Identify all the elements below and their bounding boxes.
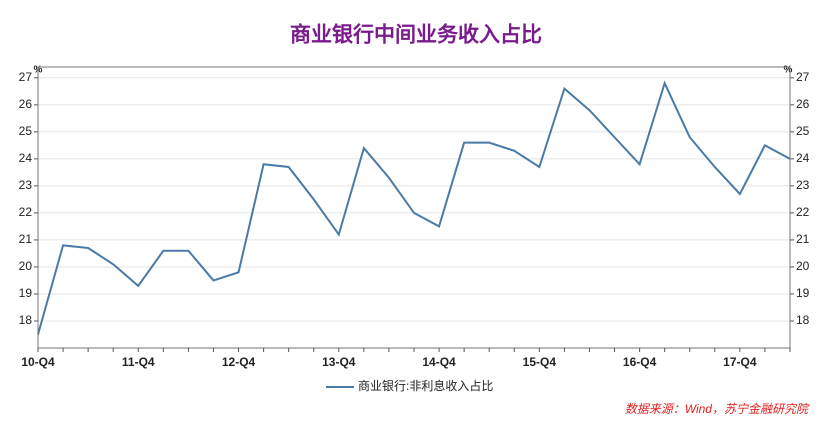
y-tick-label: 22 — [19, 205, 33, 219]
x-tick-label: 15-Q4 — [523, 355, 557, 369]
y-tick-label: 24 — [19, 151, 33, 165]
y2-tick-label: 19 — [796, 286, 810, 300]
y2-tick-label: 26 — [796, 97, 810, 111]
x-tick-label: 13-Q4 — [322, 355, 356, 369]
y2-tick-label: 22 — [796, 205, 810, 219]
y2-tick-label: 21 — [796, 232, 810, 246]
y2-tick-label: 27 — [796, 70, 810, 84]
chart-title: 商业银行中间业务收入占比 — [290, 23, 542, 47]
y-tick-label: 26 — [19, 97, 33, 111]
x-tick-label: 10-Q4 — [21, 355, 55, 369]
source-note: 数据来源：Wind，苏宁金融研究院 — [625, 402, 810, 416]
y-tick-label: 18 — [19, 313, 33, 327]
y-tick-label: 19 — [19, 286, 33, 300]
y-tick-label: 20 — [19, 259, 33, 273]
y2-unit: % — [784, 65, 793, 76]
x-tick-label: 14-Q4 — [422, 355, 456, 369]
y2-tick-label: 24 — [796, 151, 810, 165]
data-line — [37, 80, 791, 335]
y2-tick-label: 25 — [796, 124, 810, 138]
y2-tick-label: 23 — [796, 178, 810, 192]
y2-tick-label: 18 — [796, 313, 810, 327]
legend-label: 商业银行:非利息收入占比 — [358, 378, 493, 393]
x-tick-label: 11-Q4 — [122, 355, 155, 369]
x-tick-label: 17-Q4 — [723, 355, 757, 369]
y-tick-label: 21 — [19, 232, 33, 246]
y-tick-label: 27 — [19, 70, 33, 84]
x-tick-label: 16-Q4 — [623, 355, 657, 369]
y-tick-label: 23 — [19, 178, 33, 192]
x-tick-label: 12-Q4 — [222, 355, 256, 369]
y2-tick-label: 20 — [796, 259, 810, 273]
y-tick-label: 25 — [19, 124, 33, 138]
